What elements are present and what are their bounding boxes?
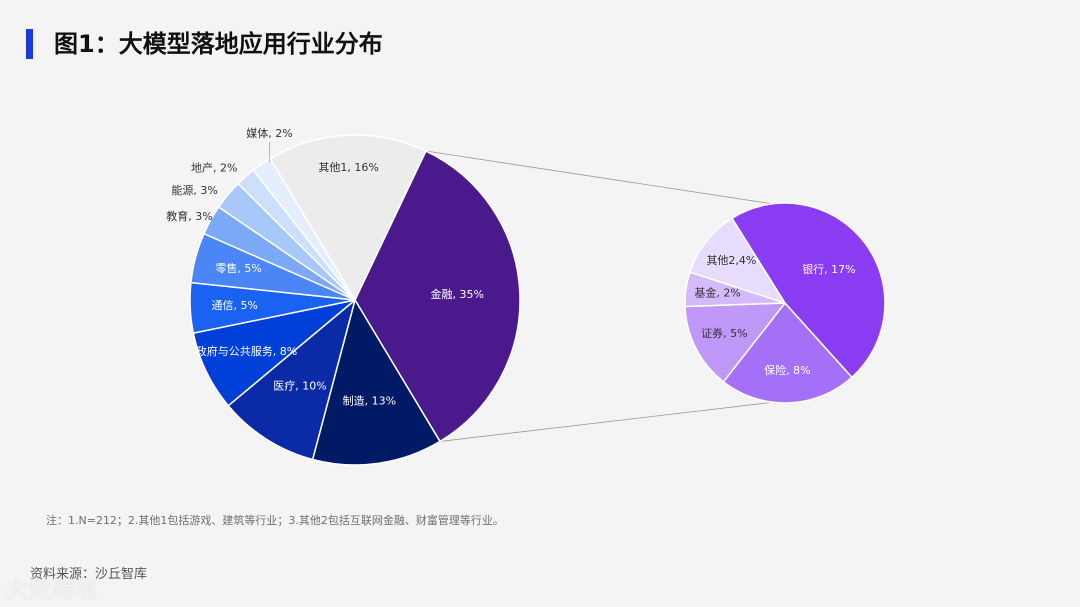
main-label-地产: 地产, 2% xyxy=(191,161,237,175)
page-title: 图1：大模型落地应用行业分布 xyxy=(54,30,383,58)
title-accent-bar xyxy=(26,29,33,59)
main-label-教育: 教育, 3% xyxy=(166,209,212,223)
footnote: 注：1.N=212；2.其他1包括游戏、建筑等行业；3.其他2包括互联网金融、财… xyxy=(46,514,504,527)
pie-slice-媒体 xyxy=(252,157,356,301)
main-label-通信: 通信, 5% xyxy=(211,299,257,312)
sub-label-其他2: 其他2,4% xyxy=(706,254,756,267)
pie-slice-其他1 xyxy=(268,134,427,302)
pie-slice-保险 xyxy=(722,301,853,404)
sub-label-银行: 银行, 17% xyxy=(802,262,855,276)
pie-slice-银行 xyxy=(730,202,886,379)
sub-label-证券: 证券, 5% xyxy=(701,326,747,340)
main-label-其他1: 其他1, 16% xyxy=(318,161,378,174)
zoom-connector-lines xyxy=(425,150,781,442)
pie-slice-金融 xyxy=(354,150,521,443)
main-label-媒体: 媒体, 2% xyxy=(246,126,292,140)
main-label-医疗: 医疗, 10% xyxy=(273,378,326,392)
industry-pie xyxy=(189,134,521,466)
main-label-零售: 零售, 5% xyxy=(215,261,261,275)
connector-line-top xyxy=(425,150,781,206)
main-label-金融: 金融, 35% xyxy=(430,287,483,301)
main-label-政府与公共服务: 政府与公共服务, 8% xyxy=(196,344,297,358)
pie-slice-证券 xyxy=(684,302,787,383)
watermark-logo: 大数跨境 xyxy=(6,578,99,603)
connector-line-bottom xyxy=(439,401,776,442)
source-text: 资料来源：沙丘智库 xyxy=(30,567,148,582)
pie-slice-其他2 xyxy=(688,217,787,305)
main-label-能源: 能源, 3% xyxy=(171,183,217,197)
finance-breakdown-pie xyxy=(684,202,886,404)
pie-slice-医疗 xyxy=(227,297,357,461)
slice-labels: 其他1, 16% 金融, 35% 制造, 13% 医疗, 10% 政府与公共服务, 8%… xyxy=(166,126,855,407)
main-label-制造: 制造, 13% xyxy=(343,393,396,407)
sub-label-保险: 保险, 8% xyxy=(764,363,810,377)
sub-label-基金: 基金, 2% xyxy=(694,286,740,300)
